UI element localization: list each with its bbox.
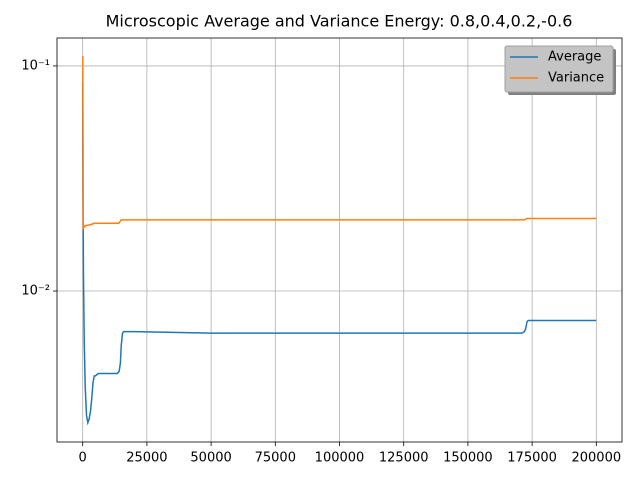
legend-label: Average	[548, 50, 601, 65]
x-tick-label: 50000	[190, 451, 231, 466]
x-tick-label: 25000	[126, 451, 167, 466]
data-line	[82, 55, 597, 231]
x-tick-label: 125000	[379, 451, 429, 466]
x-tick-label: 75000	[255, 451, 296, 466]
y-tick-label: 10⁻²	[21, 284, 50, 299]
chart-title: Microscopic Average and Variance Energy:…	[106, 12, 573, 31]
legend-label: Variance	[548, 71, 604, 86]
data-line	[81, 81, 597, 426]
x-tick-label: 175000	[507, 451, 557, 466]
x-tick-label: 150000	[443, 451, 493, 466]
x-tick-label: 100000	[315, 451, 365, 466]
plot-frame	[56, 37, 623, 443]
x-tick-label: 200000	[571, 451, 621, 466]
x-tick-label: 0	[79, 451, 87, 466]
y-tick-label: 10⁻¹	[21, 58, 50, 73]
